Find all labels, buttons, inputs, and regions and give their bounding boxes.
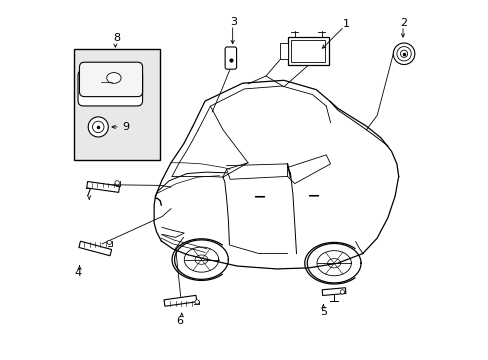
Bar	[287, 37, 328, 65]
Text: 9: 9	[122, 122, 129, 132]
Circle shape	[115, 181, 119, 185]
Bar	[163, 295, 197, 306]
Ellipse shape	[106, 73, 121, 84]
Circle shape	[340, 290, 344, 294]
Circle shape	[107, 240, 111, 244]
Text: 1: 1	[343, 19, 349, 29]
Bar	[322, 288, 345, 296]
Bar	[79, 241, 111, 256]
Text: 8: 8	[113, 33, 121, 43]
Circle shape	[400, 50, 407, 57]
Circle shape	[195, 300, 199, 304]
FancyBboxPatch shape	[224, 47, 236, 69]
Bar	[74, 49, 160, 160]
FancyBboxPatch shape	[78, 70, 142, 106]
Circle shape	[396, 46, 410, 61]
Circle shape	[92, 121, 104, 133]
FancyBboxPatch shape	[80, 62, 142, 96]
Text: 5: 5	[319, 307, 326, 317]
Circle shape	[88, 117, 108, 137]
Text: 4: 4	[74, 268, 81, 278]
Bar	[279, 43, 287, 59]
Text: 2: 2	[400, 18, 407, 28]
Text: 3: 3	[230, 17, 237, 27]
Bar	[86, 181, 120, 192]
Circle shape	[392, 43, 414, 64]
Text: 7: 7	[84, 188, 91, 198]
Text: 6: 6	[176, 316, 183, 325]
Bar	[290, 40, 325, 62]
